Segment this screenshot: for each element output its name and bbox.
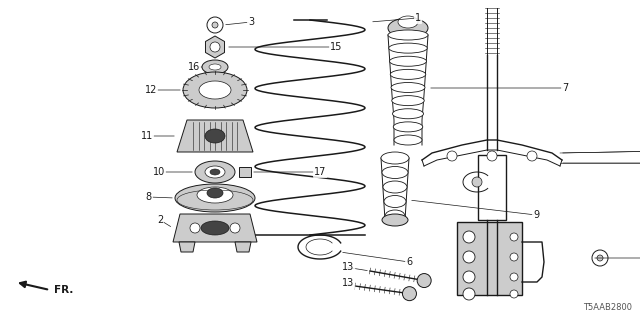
Polygon shape (173, 214, 257, 242)
Text: 13: 13 (342, 262, 355, 272)
Text: 17: 17 (314, 167, 326, 177)
Text: FR.: FR. (54, 285, 74, 295)
Polygon shape (457, 222, 522, 295)
Ellipse shape (383, 181, 407, 193)
Polygon shape (478, 155, 506, 220)
Text: 3: 3 (248, 17, 254, 27)
Circle shape (463, 271, 475, 283)
Ellipse shape (385, 210, 405, 222)
Text: 7: 7 (562, 83, 568, 93)
Ellipse shape (394, 135, 422, 145)
Ellipse shape (207, 188, 223, 198)
Ellipse shape (388, 18, 428, 38)
Polygon shape (205, 36, 225, 58)
Ellipse shape (384, 196, 406, 207)
Ellipse shape (388, 43, 428, 53)
Ellipse shape (183, 72, 247, 108)
Polygon shape (179, 242, 195, 252)
Circle shape (463, 251, 475, 263)
Ellipse shape (393, 122, 423, 132)
Text: 16: 16 (188, 62, 200, 72)
Polygon shape (177, 120, 253, 152)
Text: 6: 6 (406, 257, 412, 267)
Ellipse shape (390, 69, 426, 79)
Text: 9: 9 (533, 210, 539, 220)
Circle shape (417, 274, 431, 288)
Polygon shape (235, 242, 251, 252)
Circle shape (212, 22, 218, 28)
Circle shape (207, 17, 223, 33)
Ellipse shape (392, 109, 424, 119)
Ellipse shape (197, 187, 233, 203)
Circle shape (592, 250, 608, 266)
Text: 12: 12 (145, 85, 157, 95)
Ellipse shape (382, 214, 408, 226)
Ellipse shape (381, 152, 409, 164)
Text: 10: 10 (153, 167, 165, 177)
Circle shape (510, 253, 518, 261)
Circle shape (487, 151, 497, 161)
Text: 1: 1 (415, 13, 421, 23)
Ellipse shape (210, 169, 220, 175)
Ellipse shape (199, 81, 231, 99)
Ellipse shape (202, 60, 228, 74)
Circle shape (597, 255, 603, 261)
Ellipse shape (391, 83, 425, 92)
Circle shape (463, 288, 475, 300)
Circle shape (472, 177, 482, 187)
Text: 2: 2 (157, 215, 163, 225)
Ellipse shape (205, 129, 225, 143)
Circle shape (190, 223, 200, 233)
Circle shape (510, 233, 518, 241)
Circle shape (230, 223, 240, 233)
Ellipse shape (392, 96, 424, 106)
Ellipse shape (209, 64, 221, 70)
Circle shape (527, 151, 537, 161)
Circle shape (210, 42, 220, 52)
Ellipse shape (388, 30, 428, 40)
Circle shape (403, 287, 417, 301)
Ellipse shape (175, 184, 255, 212)
Circle shape (510, 273, 518, 281)
Text: 13: 13 (342, 278, 355, 288)
Ellipse shape (398, 16, 418, 28)
Text: 11: 11 (141, 131, 153, 141)
Text: 8: 8 (146, 192, 152, 202)
FancyBboxPatch shape (239, 167, 251, 177)
Ellipse shape (195, 161, 235, 183)
Text: T5AAB2800: T5AAB2800 (583, 303, 632, 312)
Circle shape (463, 231, 475, 243)
Text: 15: 15 (330, 42, 342, 52)
Circle shape (510, 290, 518, 298)
Circle shape (447, 151, 457, 161)
Circle shape (210, 223, 220, 233)
Ellipse shape (201, 221, 229, 235)
Ellipse shape (382, 166, 408, 179)
Ellipse shape (390, 56, 426, 66)
Ellipse shape (205, 166, 225, 178)
